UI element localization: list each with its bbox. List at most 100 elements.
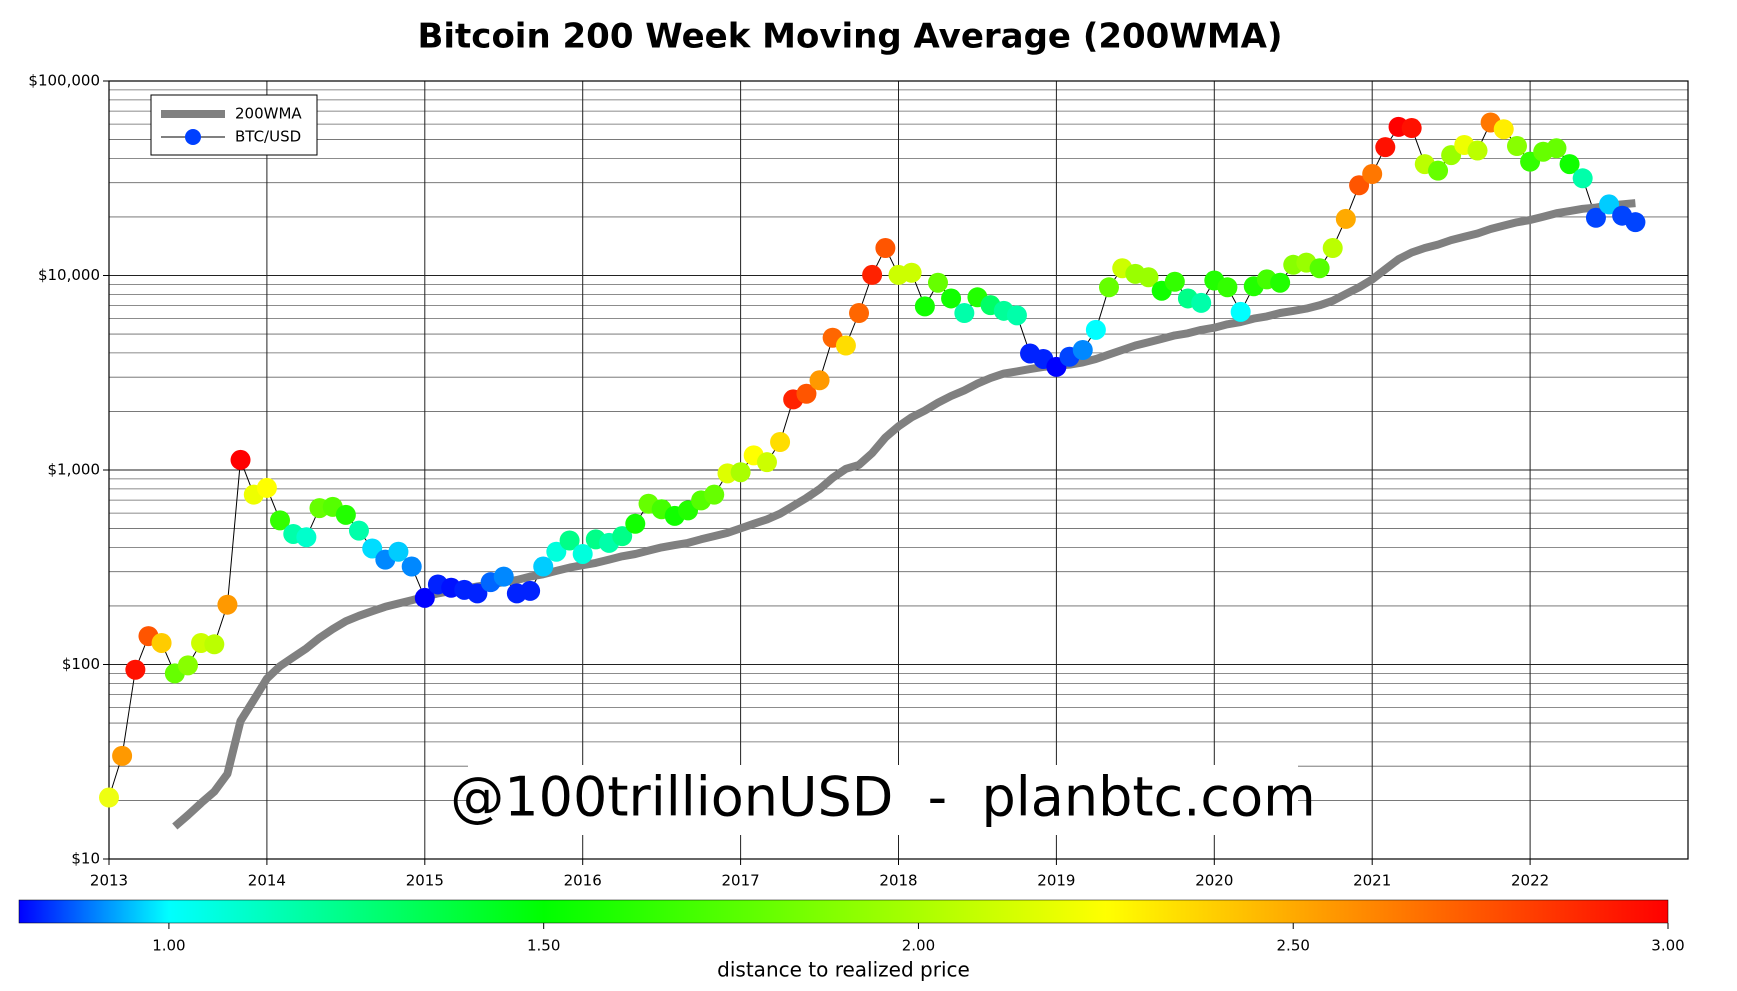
y-tick-label: $1,000 (48, 461, 101, 479)
price-point (572, 543, 593, 564)
price-point (1085, 319, 1106, 340)
colorbar (18, 899, 1669, 924)
price-point (177, 655, 198, 676)
price-point (335, 504, 356, 525)
price-point (414, 587, 435, 608)
price-point (756, 452, 777, 473)
price-point (730, 462, 751, 483)
price-point (296, 527, 317, 548)
price-point (230, 449, 251, 470)
price-point (1546, 138, 1567, 159)
price-point (1599, 194, 1620, 215)
wma-line (172, 199, 1636, 830)
price-point (388, 541, 409, 562)
y-tick-label: $10 (71, 850, 100, 868)
price-point (270, 510, 291, 531)
price-point (941, 288, 962, 309)
price-point (1164, 271, 1185, 292)
watermark: @100trillionUSD - planbtc.com (450, 766, 1315, 829)
price-point (1559, 154, 1580, 175)
price-point (954, 303, 975, 324)
price-point (1217, 277, 1238, 298)
price-point (112, 745, 133, 766)
price-point (927, 272, 948, 293)
colorbar-tick-label: 3.00 (1651, 937, 1684, 955)
colorbar-tick-label: 2.50 (1277, 937, 1310, 955)
x-tick-label: 2013 (90, 872, 128, 890)
plot-frame (108, 80, 1689, 860)
price-point (1572, 168, 1593, 189)
price-point (1467, 140, 1488, 161)
x-tick-label: 2018 (879, 872, 917, 890)
legend-label: BTC/USD (235, 128, 301, 146)
price-point (1335, 208, 1356, 229)
x-tick-label: 2015 (406, 872, 444, 890)
price-line (108, 121, 1636, 798)
price-point (625, 513, 646, 534)
colorbar-label: distance to realized price (717, 958, 970, 982)
price-point (809, 370, 830, 391)
x-tick-label: 2021 (1353, 872, 1391, 890)
price-point (1138, 267, 1159, 288)
price-point (612, 526, 633, 547)
price-point (1322, 238, 1343, 259)
price-point (362, 538, 383, 559)
price-point (1309, 258, 1330, 279)
price-point (1625, 212, 1646, 233)
price-point (125, 659, 146, 680)
legend-box (150, 94, 318, 156)
price-point (559, 530, 580, 551)
legend-label: 200WMA (235, 105, 302, 123)
price-point (862, 264, 883, 285)
price-point (1072, 339, 1093, 360)
price-point (1270, 272, 1291, 293)
price-point (217, 594, 238, 615)
x-tick-label: 2016 (564, 872, 602, 890)
watermark-box (468, 765, 1298, 835)
price-point (204, 634, 225, 655)
x-tick-label: 2019 (1037, 872, 1075, 890)
price-point (1191, 292, 1212, 313)
price-point (533, 556, 554, 577)
price-point (1362, 163, 1383, 184)
price-point (256, 477, 277, 498)
price-point (770, 432, 791, 453)
price-point (1428, 160, 1449, 181)
x-tick-label: 2017 (722, 872, 760, 890)
price-point (1098, 277, 1119, 298)
price-point (348, 520, 369, 541)
price-point (875, 238, 896, 259)
colorbar-tick-label: 1.50 (527, 937, 560, 955)
price-point (546, 541, 567, 562)
price-point (467, 583, 488, 604)
legend-marker (185, 129, 201, 145)
price-point (520, 580, 541, 601)
price-point (796, 383, 817, 404)
price-point (1401, 118, 1422, 139)
price-point (493, 566, 514, 587)
price-point (1375, 137, 1396, 158)
price-point (704, 484, 725, 505)
price-point (849, 303, 870, 324)
price-point (1585, 207, 1606, 228)
price-point (914, 296, 935, 317)
price-point (901, 262, 922, 283)
price-point (1349, 175, 1370, 196)
price-point (1493, 119, 1514, 140)
price-point (99, 787, 119, 808)
y-tick-label: $100,000 (28, 72, 100, 90)
colorbar-tick-label: 1.00 (152, 937, 185, 955)
x-tick-label: 2014 (248, 872, 286, 890)
price-point (151, 632, 172, 653)
x-tick-label: 2020 (1195, 872, 1233, 890)
colorbar-tick-label: 2.00 (902, 937, 935, 955)
x-tick-label: 2022 (1511, 872, 1549, 890)
price-point (1230, 301, 1251, 322)
price-point (401, 556, 422, 577)
price-point (835, 335, 856, 356)
y-tick-label: $10,000 (38, 266, 100, 284)
y-tick-label: $100 (62, 655, 100, 673)
price-point (1006, 305, 1027, 326)
